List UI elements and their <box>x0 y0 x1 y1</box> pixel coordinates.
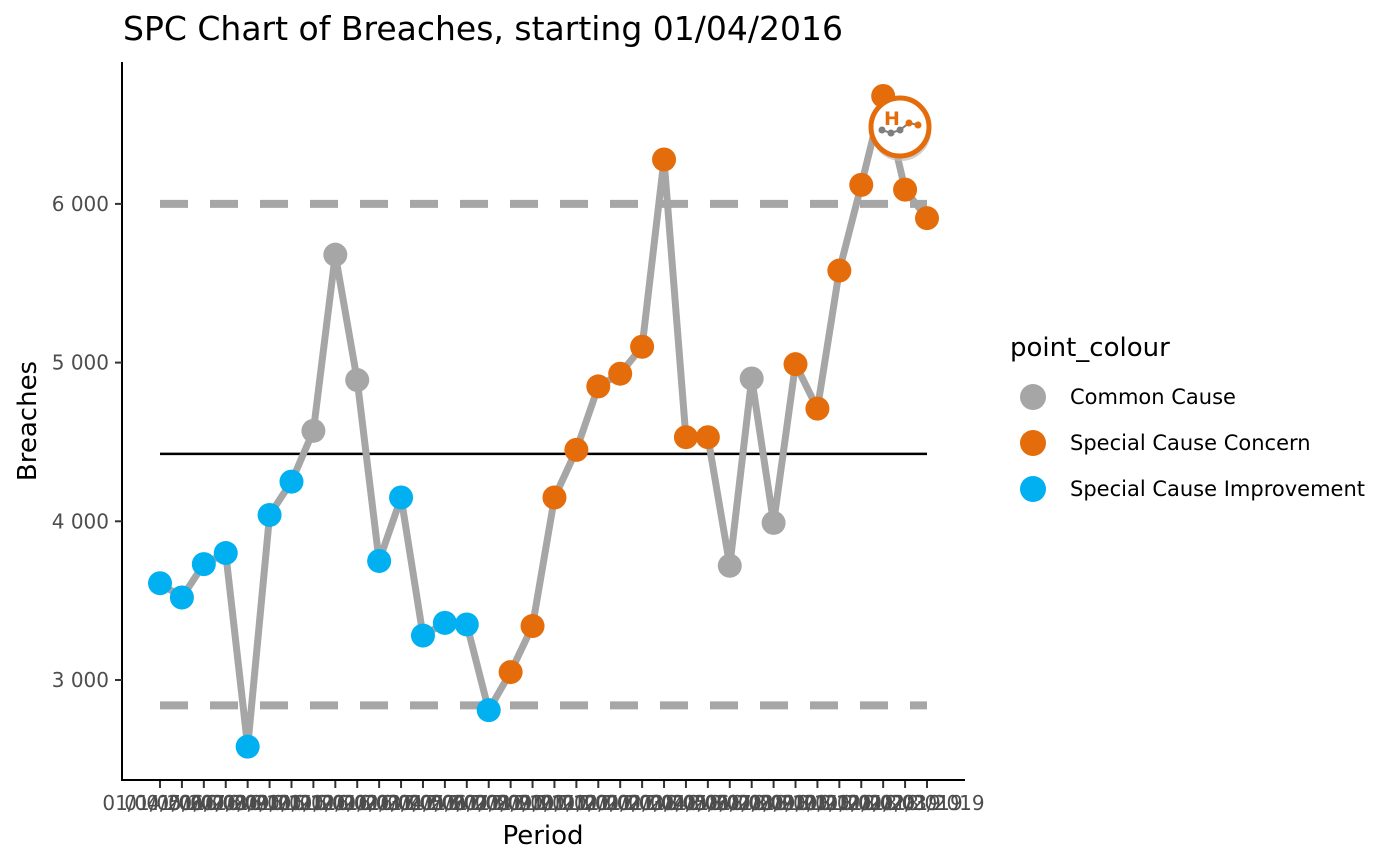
y-tick-label: 5 000 <box>52 351 109 375</box>
legend-key <box>1020 476 1046 502</box>
x-tick-label: 01/12/2018 <box>804 791 919 815</box>
icon-trend-point <box>878 126 886 134</box>
icon-letter: H <box>884 108 900 130</box>
x-tick-label: 01/04/2017 <box>365 791 480 815</box>
x-tick-label: 01/01/2017 <box>300 791 415 815</box>
data-point <box>410 623 435 648</box>
y-axis-title: Breaches <box>13 361 43 481</box>
data-point <box>915 206 939 231</box>
x-tick-label: 01/02/2017 <box>322 791 437 815</box>
x-tick-label: 01/07/2017 <box>431 791 546 815</box>
x-tick-label: 01/01/2018 <box>563 791 678 815</box>
x-tick-label: 01/07/2018 <box>694 791 809 815</box>
x-tick-label: 01/09/2018 <box>738 791 853 815</box>
chart-title: SPC Chart of Breaches, starting 01/04/20… <box>123 9 843 48</box>
variation-high-concern-icon: H <box>868 95 932 161</box>
data-point <box>849 172 874 197</box>
legend-label: Special Cause Concern <box>1070 431 1311 455</box>
legend: point_colour Common Cause Special Cause C… <box>1010 333 1365 502</box>
data-point <box>783 352 808 377</box>
x-tick-label: 01/07/2016 <box>168 791 283 815</box>
data-point <box>213 541 238 566</box>
x-tick-label: 01/03/2017 <box>343 791 458 815</box>
y-tick-label: 3 000 <box>52 668 109 692</box>
x-tick-label: 01/11/2017 <box>519 791 634 815</box>
icon-trend-point <box>914 121 922 129</box>
data-point <box>673 425 698 450</box>
x-tick-label: 01/04/2018 <box>628 791 743 815</box>
x-tick-label: 01/04/2016 <box>102 791 217 815</box>
plot-area <box>148 83 939 759</box>
y-tick-label: 6 000 <box>52 192 109 216</box>
x-tick-label: 01/06/2018 <box>672 791 787 815</box>
data-point <box>586 374 611 399</box>
y-tick-label: 4 000 <box>52 509 109 533</box>
data-point <box>893 177 918 202</box>
data-point <box>827 258 852 283</box>
x-tick-label: 01/03/2019 <box>869 791 984 815</box>
series-line <box>158 92 930 751</box>
x-tick-label: 01/05/2018 <box>650 791 765 815</box>
x-tick-label: 01/11/2018 <box>782 791 897 815</box>
x-tick-label: 01/06/2016 <box>146 791 261 815</box>
legend-entries: Common Cause Special Cause Concern Special… <box>1020 384 1365 502</box>
data-point <box>454 612 479 637</box>
icon-trend-point <box>887 129 895 137</box>
data-point <box>695 425 720 450</box>
data-point <box>191 552 216 577</box>
x-axis-ticks: 01/04/201601/05/201601/06/201601/07/2016… <box>102 781 985 815</box>
x-tick-label: 01/10/2018 <box>760 791 875 815</box>
data-point <box>389 485 414 510</box>
x-tick-label: 01/02/2019 <box>847 791 962 815</box>
y-axis-ticks: 3 000 4 000 5 000 6 000 <box>52 192 122 692</box>
data-point <box>739 366 764 391</box>
data-point <box>498 660 523 685</box>
icon-trend-point <box>896 126 904 134</box>
data-point <box>717 553 742 578</box>
x-tick-label: 01/09/2016 <box>212 791 327 815</box>
data-point <box>805 396 830 421</box>
data-point <box>476 698 501 723</box>
x-tick-label: 01/11/2016 <box>256 791 371 815</box>
data-point <box>520 614 545 639</box>
x-tick-label: 01/02/2018 <box>584 791 699 815</box>
data-point <box>608 361 633 386</box>
legend-label: Special Cause Improvement <box>1070 477 1365 501</box>
data-point <box>235 734 260 759</box>
legend-key <box>1020 430 1046 456</box>
x-tick-label: 01/12/2017 <box>541 791 656 815</box>
data-point <box>169 585 194 610</box>
data-point <box>630 334 655 359</box>
data-point <box>542 485 567 510</box>
data-point <box>652 147 677 172</box>
data-point <box>367 548 392 573</box>
x-tick-label: 01/08/2016 <box>190 791 305 815</box>
data-point <box>323 242 348 267</box>
x-tick-label: 01/10/2017 <box>497 791 612 815</box>
x-tick-label: 01/12/2016 <box>278 791 393 815</box>
x-tick-label: 01/10/2016 <box>234 791 349 815</box>
x-tick-label: 01/01/2019 <box>826 791 941 815</box>
x-tick-label: 01/05/2017 <box>387 791 502 815</box>
icon-trend-point <box>905 119 913 127</box>
data-point <box>345 368 370 393</box>
data-point <box>301 418 326 443</box>
x-tick-label: 01/09/2017 <box>475 791 590 815</box>
x-tick-label: 01/03/2018 <box>606 791 721 815</box>
x-tick-label: 01/08/2018 <box>716 791 831 815</box>
legend-key <box>1020 384 1046 410</box>
data-point <box>257 502 282 527</box>
legend-title: point_colour <box>1010 333 1170 363</box>
x-tick-label: 01/06/2017 <box>409 791 524 815</box>
legend-label: Common Cause <box>1070 385 1236 409</box>
data-point <box>564 437 589 462</box>
data-point <box>761 510 786 535</box>
x-axis-title: Period <box>502 821 583 851</box>
x-tick-label: 01/05/2016 <box>124 791 239 815</box>
data-point <box>432 610 457 635</box>
data-point <box>279 469 304 494</box>
x-tick-label: 01/08/2017 <box>453 791 568 815</box>
data-point <box>148 571 172 596</box>
